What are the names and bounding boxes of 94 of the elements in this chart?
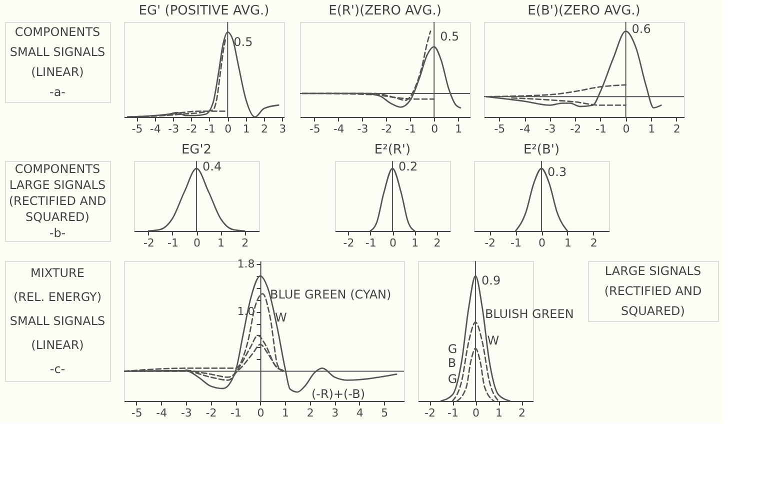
- text: -a-: [49, 85, 66, 99]
- text: SQUARED): [621, 304, 685, 318]
- x-tick-label: -1: [230, 406, 242, 420]
- x-tick-label: 2: [306, 406, 314, 420]
- x-tick-label: 2: [673, 122, 680, 136]
- x-tick-label: -2: [186, 122, 198, 136]
- x-tick-label: -4: [333, 122, 344, 136]
- chart-title: E²(B'): [523, 142, 560, 158]
- x-tick-label: -1: [405, 122, 416, 136]
- x-tick-label: 3: [279, 122, 286, 136]
- annotation: B: [448, 356, 456, 370]
- x-tick-label: -5: [132, 122, 143, 136]
- annotation: 0.9: [482, 273, 501, 288]
- x-tick-label: -2: [343, 236, 354, 250]
- x-tick-label: 0: [194, 236, 200, 250]
- chart-title: EG'2: [181, 142, 212, 158]
- x-tick-label: -2: [424, 406, 436, 420]
- x-tick-label: -1: [167, 236, 178, 250]
- x-tick-label: -2: [484, 236, 496, 250]
- text: COMPONENTS: [14, 25, 100, 39]
- text: (REL. ENERGY): [13, 290, 102, 304]
- x-tick-label: 0: [390, 236, 396, 250]
- annotation: 0.3: [548, 165, 567, 180]
- x-tick-label: 1: [282, 406, 290, 420]
- x-tick-label: -3: [180, 406, 192, 420]
- x-tick-label: -1: [595, 122, 606, 136]
- x-tick-label: 3: [332, 406, 339, 420]
- x-tick-label: -5: [309, 122, 320, 136]
- annotation: 0.5: [234, 35, 253, 50]
- annotation: W: [487, 333, 500, 348]
- text: LARGE SIGNALS: [9, 178, 106, 192]
- x-tick-label: -3: [168, 122, 180, 136]
- x-tick-label: 1: [412, 236, 419, 250]
- x-tick-label: 2: [261, 122, 268, 136]
- text: SMALL SIGNALS: [10, 45, 106, 59]
- annotation: BLUE GREEN (CYAN): [270, 288, 392, 302]
- x-tick-label: 1: [242, 122, 250, 136]
- text: LARGE SIGNALS: [604, 264, 702, 278]
- annotation: W: [274, 310, 287, 324]
- x-tick-label: 0: [257, 406, 264, 420]
- x-tick-label: 1: [648, 122, 656, 136]
- x-tick-label: -4: [150, 122, 161, 136]
- annotation: (-R)+(-B): [311, 387, 366, 402]
- x-tick-label: 5: [381, 406, 388, 420]
- chart-title: EG' (POSITIVE AVG.): [138, 4, 270, 18]
- x-tick-label: 0: [224, 122, 232, 136]
- x-tick-label: -3: [357, 122, 368, 136]
- x-tick-label: -1: [204, 122, 216, 136]
- x-tick-label: 1: [218, 236, 225, 250]
- chart-title: E²(R'): [374, 142, 411, 158]
- y-tick-label: 1.8: [237, 257, 255, 270]
- x-tick-label: 1: [455, 122, 462, 136]
- annotation: 0.2: [398, 160, 418, 174]
- x-tick-label: -4: [520, 122, 530, 136]
- text: -c-: [50, 362, 66, 376]
- x-tick-label: -5: [131, 406, 142, 420]
- chart-title: E(B')(ZERO AVG.): [528, 4, 640, 18]
- x-tick-label: -2: [570, 122, 582, 136]
- text: -b-: [49, 226, 66, 240]
- x-tick-label: -3: [544, 122, 556, 136]
- x-tick-label: 1: [564, 236, 572, 250]
- text: (RECTIFIED AND: [8, 194, 106, 208]
- text: MIXTURE: [30, 266, 84, 280]
- text: (LINEAR): [31, 65, 84, 79]
- annotation: G: [448, 372, 458, 386]
- text: COMPONENTS: [14, 162, 100, 176]
- x-tick-label: 2: [242, 236, 249, 250]
- x-tick-label: 0: [538, 236, 546, 250]
- x-tick-label: 2: [434, 236, 441, 250]
- x-tick-label: 0: [622, 122, 630, 136]
- x-tick-label: 4: [356, 406, 364, 420]
- x-tick-label: -2: [206, 406, 217, 420]
- x-tick-label: -4: [156, 406, 168, 420]
- x-tick-label: -1: [510, 236, 522, 250]
- text: SQUARED): [26, 210, 90, 224]
- text: (RECTIFIED AND: [604, 284, 702, 298]
- x-tick-label: 1: [496, 406, 502, 420]
- text: SMALL SIGNALS: [10, 314, 106, 328]
- annotation: 0.6: [632, 22, 651, 36]
- chart-title: E(R')(ZERO AVG.): [328, 4, 442, 18]
- annotation: 0.5: [440, 30, 460, 44]
- x-tick-label: 0: [431, 122, 438, 136]
- x-tick-label: -1: [365, 236, 376, 250]
- x-tick-label: -2: [381, 122, 392, 136]
- x-tick-label: -1: [448, 406, 458, 420]
- annotation: 0.4: [202, 160, 222, 174]
- text: (LINEAR): [31, 338, 84, 352]
- x-tick-label: 2: [590, 236, 598, 250]
- annotation: BLUISH GREEN: [484, 307, 574, 321]
- x-tick-label: -5: [494, 122, 506, 136]
- x-tick-label: 0: [472, 406, 480, 420]
- x-tick-label: 2: [518, 406, 526, 420]
- x-tick-label: -2: [143, 236, 154, 250]
- annotation: G: [448, 342, 458, 356]
